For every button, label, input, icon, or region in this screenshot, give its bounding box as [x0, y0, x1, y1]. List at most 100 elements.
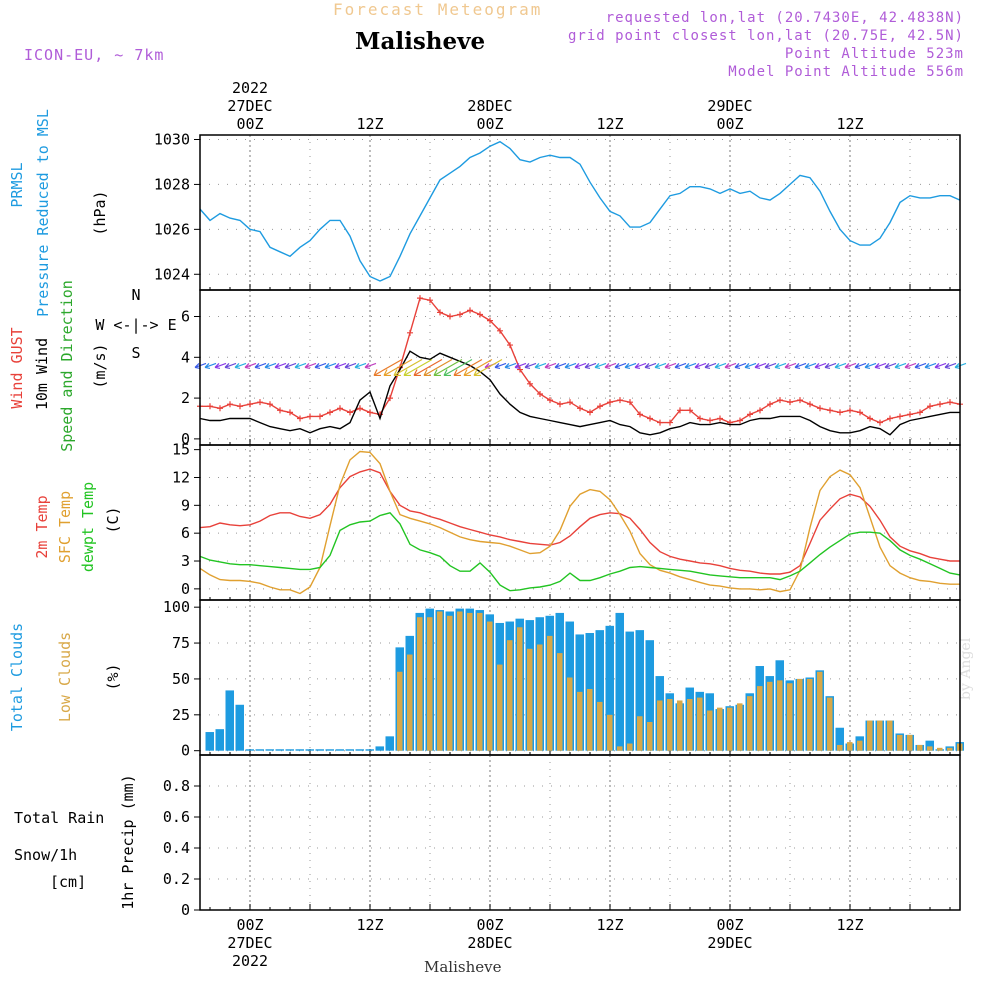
wind-direction-arrow: [554, 362, 567, 370]
low-cloud-bar: [617, 746, 623, 751]
low-cloud-bar: [917, 744, 923, 751]
low-cloud-bar: [777, 680, 783, 751]
wind-gust-line: [200, 297, 961, 424]
bottom-time-label: 12Z: [596, 916, 623, 934]
wind-gust-marker: [697, 415, 703, 422]
wind-gust-marker: [337, 405, 343, 412]
wind-direction-arrow: [204, 362, 217, 370]
low-cloud-bar: [597, 701, 603, 751]
wind-gust-marker: [777, 397, 783, 404]
precip-label: 1hr Precip (mm): [119, 774, 137, 909]
snow-unit-label: [cm]: [50, 873, 86, 891]
wind-direction-label: Speed and Direction: [58, 280, 76, 452]
total-cloud-bar: [295, 749, 304, 751]
y-tick-label: 1028: [154, 175, 190, 193]
wind-direction-arrow: [794, 362, 807, 370]
wind-gust-marker: [857, 409, 863, 416]
wind-direction-arrow: [754, 362, 767, 370]
total-cloud-bar: [635, 630, 644, 751]
wind-unit: (m/s): [91, 343, 109, 388]
wind-gust-marker: [627, 399, 633, 406]
wind-gust-marker: [747, 411, 753, 418]
wind-direction-arrow: [383, 358, 413, 377]
low-cloud-bar: [677, 700, 683, 751]
total-cloud-bar: [335, 749, 344, 751]
y-tick-label: 0: [181, 901, 190, 919]
wind-gust-marker: [907, 411, 913, 418]
y-tick-label: 4: [181, 348, 190, 366]
y-tick-label: 0: [181, 742, 190, 760]
wind-gust-marker: [327, 409, 333, 416]
wind-gust-marker: [947, 399, 953, 406]
y-tick-label: 0: [181, 430, 190, 448]
total-cloud-bar: [245, 749, 254, 751]
wind-gust-marker: [917, 409, 923, 416]
low-cloud-bar: [517, 627, 523, 751]
low-cloud-bar: [817, 671, 823, 751]
wind-direction-arrow: [334, 362, 347, 370]
top-time-label: 00Z: [476, 115, 503, 133]
wind-direction-arrow: [604, 362, 617, 370]
wind-gust-marker: [347, 409, 353, 416]
y-tick-label: 25: [172, 706, 190, 724]
wind-gust-marker: [267, 401, 273, 408]
wind-gust-marker: [797, 397, 803, 404]
requested-coordinates: requested lon,lat (20.7430E, 42.4838N): [605, 10, 964, 26]
top-time-label: 2022: [232, 79, 268, 97]
bottom-time-label: 2022: [232, 952, 268, 970]
compass-south: S: [131, 344, 140, 362]
total-cloud-bar: [305, 749, 314, 751]
wind-gust-marker: [537, 391, 543, 398]
total-cloud-bar: [385, 736, 394, 751]
wind-gust-marker: [467, 307, 473, 314]
low-cloud-bar: [637, 716, 643, 751]
wind-gust-marker: [237, 403, 243, 410]
panel-frame: [199, 444, 961, 601]
temp-2m-label: 2m Temp: [33, 495, 51, 558]
low-cloud-bar: [847, 742, 853, 751]
wind-speed-line: [199, 350, 960, 436]
y-tick-label: 9: [181, 496, 190, 514]
top-time-label: 00Z: [236, 115, 263, 133]
panel-frame: [199, 754, 961, 911]
wind-gust-marker: [257, 399, 263, 406]
panel-frame: [199, 134, 961, 291]
wind-gust-marker: [307, 413, 313, 420]
y-tick-label: 15: [172, 441, 190, 459]
wind-direction-arrow: [764, 362, 777, 370]
wind-gust-marker: [847, 407, 853, 414]
low-cloud-bar: [837, 744, 843, 751]
location-title: Malisheve: [355, 28, 486, 55]
wind-direction-arrow: [874, 362, 887, 370]
wind-gust-marker: [457, 311, 463, 318]
wind-gust-marker: [827, 407, 833, 414]
wind-direction-arrow: [314, 362, 327, 370]
low-cloud-bar: [487, 621, 493, 751]
wind-gust-marker: [487, 317, 493, 324]
low-cloud-bar: [537, 644, 543, 751]
wind-gust-marker: [577, 405, 583, 412]
wind-gust-marker: [297, 415, 303, 422]
total-cloud-bar: [645, 640, 654, 751]
top-time-label: 12Z: [836, 115, 863, 133]
y-tick-label: 1026: [154, 220, 190, 238]
y-tick-label: 1030: [154, 130, 190, 148]
total-cloud-bar: [345, 749, 354, 751]
temp-dewpt-line: [199, 512, 961, 592]
panel-clouds: 0 25 50 75 100: [163, 598, 964, 760]
wind-direction-arrow: [914, 362, 927, 370]
low-cloud-bar: [787, 683, 793, 751]
wind-gust-marker: [667, 419, 673, 426]
panel-pressure: 1024 1026 1028 1030: [154, 130, 961, 291]
wind-gust-marker: [617, 397, 623, 404]
wind-direction-arrow: [264, 362, 277, 370]
wind-direction-arrow: [844, 362, 857, 370]
wind-gust-marker: [717, 415, 723, 422]
wind-direction-arrow: [864, 362, 877, 370]
wind-gust-marker: [607, 399, 613, 406]
wind-direction-arrow: [714, 362, 727, 370]
total-cloud-bar: [925, 740, 934, 751]
wind-direction-arrow: [594, 362, 607, 370]
y-tick-label: 50: [172, 670, 190, 688]
low-cloud-bar: [577, 691, 583, 751]
